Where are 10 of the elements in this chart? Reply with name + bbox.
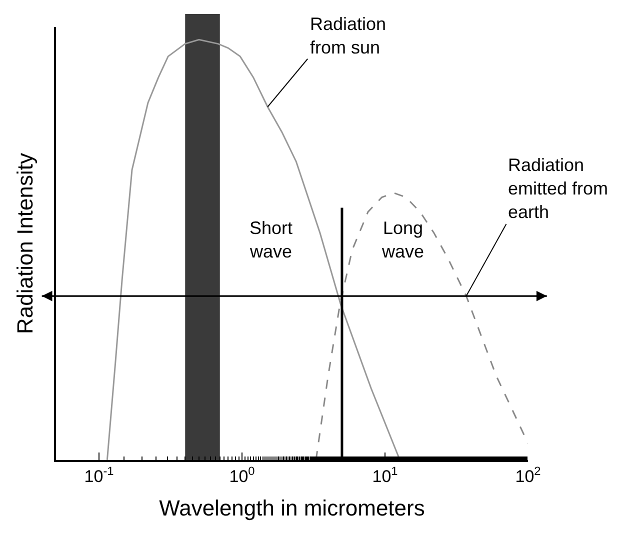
annotation: Long wave (381, 218, 424, 262)
annotation: Short wave (249, 218, 293, 262)
x-tick-label: 10$^{1}$ (372, 464, 398, 486)
x-tick-label: 10$^{-1}$ (84, 464, 114, 486)
y-axis-title: Radiation Intensity (12, 153, 38, 334)
annotation: Radiation from sun (310, 14, 386, 58)
x-axis-title: Wavelength in micrometers (159, 496, 425, 521)
x-tick-label: 10$^{0}$ (229, 464, 256, 486)
x-tick-label: 10$^{2}$ (515, 464, 542, 486)
annotation: Radiation emitted from earth (508, 155, 608, 222)
